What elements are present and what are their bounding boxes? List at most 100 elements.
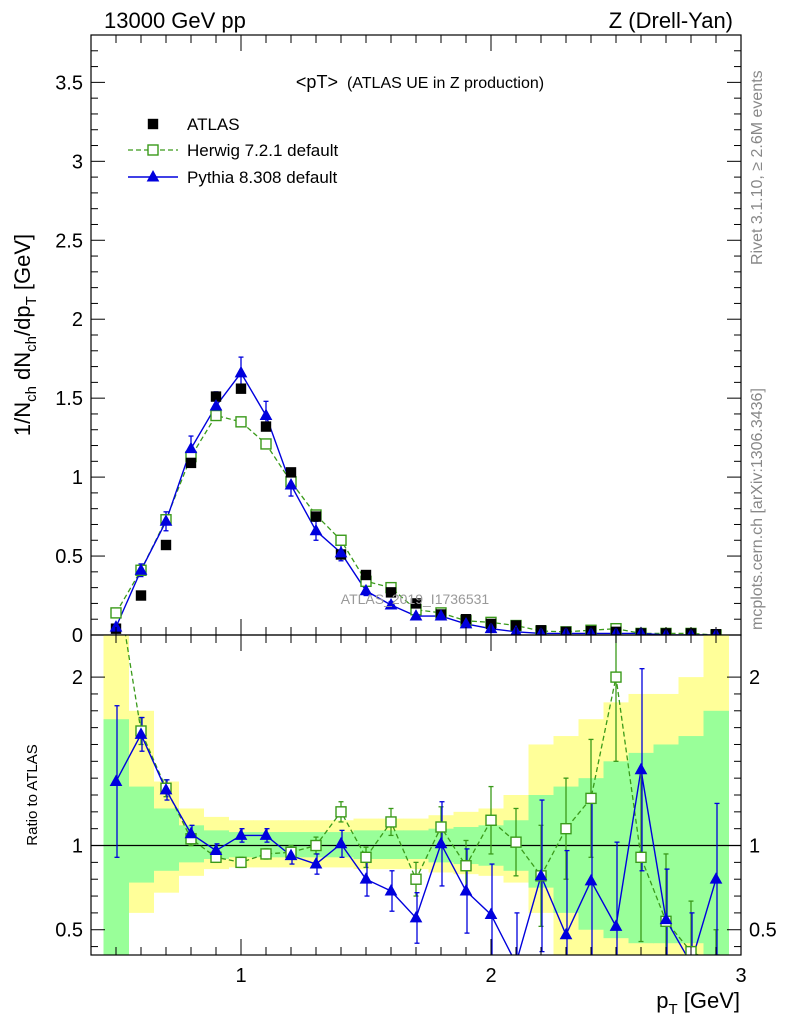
ratio-ytick-label-right: 0.5: [749, 920, 777, 942]
pythia-ratio-point: [634, 762, 648, 775]
pythia-ratio-point: [609, 919, 623, 931]
ratio-ytick-label-right: 1: [749, 836, 760, 858]
legend-label-2: Pythia 8.308 default: [187, 168, 338, 187]
herwig-main-point: [110, 607, 122, 619]
main-title-suffix: (ATLAS UE in Z production): [347, 75, 544, 92]
main-title-main: <pT>: [296, 72, 338, 92]
main-title: <pT> (ATLAS UE in Z production): [296, 72, 544, 92]
pythia-ratio-point: [511, 957, 522, 967]
legend-label-1: Herwig 7.2.1 default: [187, 141, 338, 160]
pythia-main-point: [159, 514, 173, 526]
green-band-bin: [603, 761, 629, 939]
pythia-main-point: [434, 609, 448, 621]
atlas-main-point: [185, 457, 197, 469]
ylabel-sub2: ch: [23, 336, 40, 352]
herwig-ratio-point: [610, 671, 622, 683]
legend-herwig-marker: [147, 144, 159, 156]
pythia-main-point: [309, 523, 323, 536]
atlas-main-point: [385, 587, 397, 598]
pythia-ratio-point: [109, 774, 123, 786]
ratio-xtick-label: 1: [235, 965, 246, 987]
ratio-xtick-label: 3: [735, 965, 746, 987]
main-axes: 0 0.5 1 1.5 2 2.5 3 3.5: [55, 35, 741, 647]
herwig-ratio-point: [235, 856, 247, 869]
herwig-ratio-point: [410, 873, 422, 885]
green-band-bin: [153, 808, 179, 871]
ratio-clipped-marks: [91, 571, 741, 968]
pythia-main-point: [184, 441, 198, 454]
pythia-main-point: [209, 399, 223, 411]
legend-label-0: ATLAS: [187, 115, 240, 134]
ratio-xtick-label: 2: [485, 965, 496, 987]
herwig-main-point: [260, 438, 272, 450]
ratio-ylabel: Ratio to ATLAS: [24, 744, 41, 845]
herwig-main-point: [335, 534, 347, 546]
pythia-ratio-point: [434, 836, 448, 849]
herwig-ratio-point: [510, 836, 522, 848]
ylabel-sub3: T: [23, 296, 40, 305]
main-panel: 0 0.5 1 1.5 2 2.5 3 3.5 <pT> (ATLAS UE in Z pro…: [10, 34, 742, 647]
herwig-ratio-point: [111, 571, 121, 581]
ylabel-mid: dN: [10, 352, 35, 386]
ratio-axes: 0.5 0.5 1 1 2 2 1 2 3: [55, 635, 777, 987]
mcplots-label: mcplots.cern.ch [arXiv:1306.3436]: [749, 388, 766, 630]
herwig-main-point: [210, 409, 222, 422]
pythia-ratio-point: [259, 828, 273, 840]
pythia-main-point: [334, 545, 348, 558]
pythia-ratio-point: [384, 884, 398, 896]
legend-atlas-marker: [147, 118, 159, 130]
pythia-ratio-point: [559, 927, 573, 940]
header-left: 13000 GeV pp: [104, 8, 246, 33]
pythia-main-point: [134, 563, 148, 575]
main-ytick-label: 0: [72, 625, 83, 647]
pythia-ratio-point: [159, 782, 173, 795]
main-ytick-label: 1.5: [55, 388, 83, 410]
green-band-bin: [403, 830, 429, 859]
ratio-xlabel: pT [GeV]: [656, 988, 740, 1018]
atlas-main-point: [310, 511, 322, 522]
main-ytick-label: 1: [72, 467, 83, 489]
ratio-panel: 0.5 0.5 1 1 2 2 1 2 3 Ratio to ATLAS pT [GeV]: [24, 571, 777, 1018]
herwig-ratio-point: [560, 822, 572, 835]
pythia-main-point: [384, 598, 398, 610]
ylabel-sub1: ch: [23, 386, 40, 402]
herwig-ratio-point: [435, 821, 447, 833]
ylabel-mid2: /dp: [10, 305, 35, 336]
herwig-ratio-point: [711, 958, 721, 968]
green-band-bin: [703, 710, 729, 955]
atlas-main-point: [135, 590, 147, 601]
pythia-ratio-point: [284, 848, 298, 861]
green-band-bin: [128, 786, 154, 883]
pythia-ratio-point: [234, 828, 248, 840]
main-ytick-label: 3.5: [55, 72, 83, 94]
main-ytick-label: 0.5: [55, 546, 83, 568]
pythia-ratio-point: [584, 873, 598, 886]
pythia-ratio-point: [309, 857, 323, 869]
main-ytick-label: 2.5: [55, 230, 83, 252]
herwig-ratio-point: [360, 851, 372, 864]
atlas-main-point: [360, 569, 372, 581]
pythia-ratio-point: [134, 727, 148, 739]
header-right: Z (Drell-Yan): [609, 8, 733, 33]
ratio-ytick-label: 1: [72, 836, 83, 858]
pythia-ratio-point: [484, 907, 498, 920]
pythia-ratio-point: [709, 872, 723, 884]
green-band-bin: [103, 719, 129, 955]
herwig-ratio-point: [260, 848, 272, 860]
legend: ATLAS Herwig 7.2.1 default Pythia 8.308 de…: [128, 115, 338, 187]
xlabel-end: [GeV]: [678, 988, 740, 1013]
herwig-main-point: [235, 416, 247, 428]
pythia-ratio-point: [184, 826, 198, 839]
pythia-ratio-point: [409, 910, 423, 923]
ratio-ytick-label: 2: [72, 667, 83, 689]
pythia-ratio-point: [334, 836, 348, 849]
herwig-ratio-point: [335, 806, 347, 818]
pythia-ratio-point: [686, 957, 697, 967]
ratio-marks: [91, 571, 741, 968]
ratio-ytick-label: 0.5: [55, 920, 83, 942]
pythia-ratio-point: [209, 843, 223, 856]
rivet-label: Rivet 3.1.10, ≥ 2.6M events: [749, 70, 766, 265]
pythia-main-point: [409, 609, 423, 621]
xlabel-main: p: [656, 988, 668, 1013]
